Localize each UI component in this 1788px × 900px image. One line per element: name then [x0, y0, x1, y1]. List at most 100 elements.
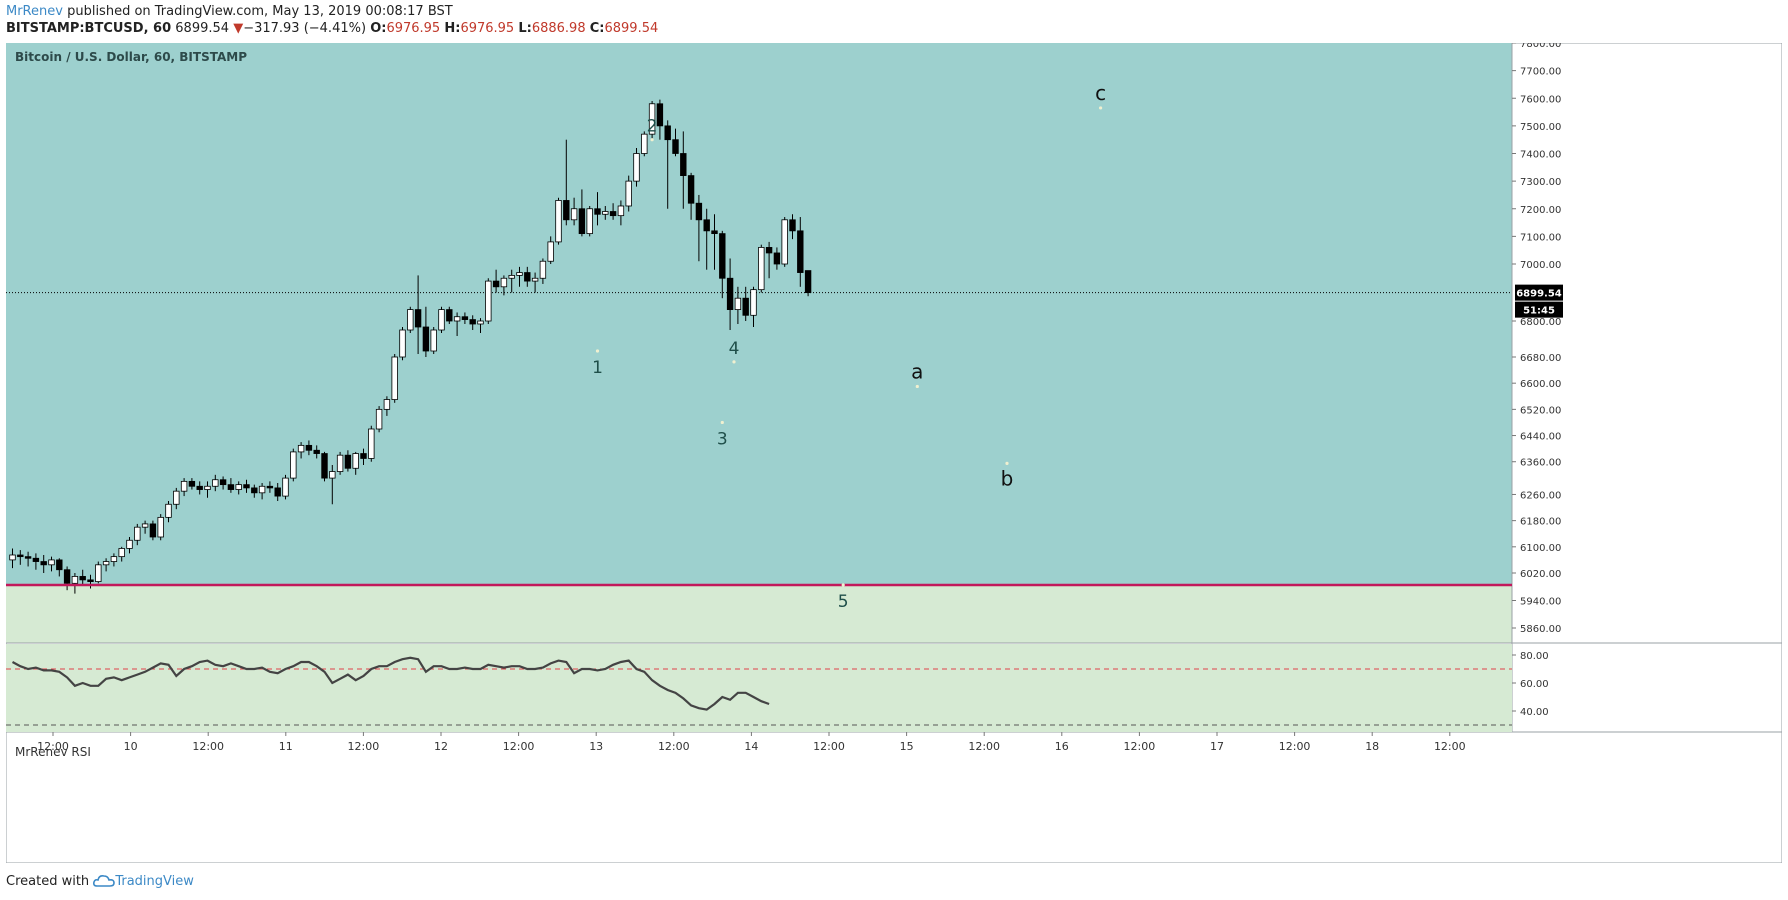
candle-body [492, 280, 500, 288]
candle-body [407, 309, 414, 331]
price-tick-label: 7300.00 [1520, 177, 1561, 188]
candle-body [243, 484, 250, 489]
price-tick-label: 7800.00 [1520, 43, 1561, 50]
candle-body [485, 280, 492, 322]
candle-body [508, 274, 515, 279]
publish-info: MrRenev published on TradingView.com, Ma… [6, 4, 453, 19]
candle-body [219, 479, 227, 486]
main-pane[interactable]: 1 2 3 4 5 a b c [6, 43, 1782, 733]
wave-label: 1 [592, 358, 603, 378]
candle-body [641, 133, 648, 154]
price-tick-label: 6100.00 [1520, 543, 1561, 554]
candle-body [282, 477, 289, 497]
time-tick-label: 12 [434, 740, 448, 753]
time-axis[interactable]: 12:00 10 12:00 11 12:00 12 12:00 13 12:00 14 12:00… [37, 732, 1466, 753]
candle-body [383, 399, 391, 410]
price-tick-label: 5860.00 [1520, 624, 1561, 635]
time-tick-label: 12:00 [658, 740, 690, 753]
candle-body [461, 316, 469, 320]
current-price-label: 6899.54 [1516, 289, 1562, 300]
candle-body [687, 175, 695, 204]
rsi-tick-label: 80.00 [1520, 651, 1549, 662]
candle-body [797, 230, 804, 273]
candle-body [539, 260, 547, 279]
price-tick-label: 6520.00 [1520, 405, 1561, 416]
high-value: 6976.95 [460, 21, 515, 36]
price-tick-label: 6600.00 [1520, 379, 1561, 390]
candle-body [422, 326, 430, 352]
candle-body [477, 320, 484, 325]
symbol-info: BITSTAMP:BTCUSD, 60 6899.54 ▼−317.93 (−4… [6, 21, 658, 36]
candle-body [329, 471, 336, 479]
countdown-badge [1515, 301, 1563, 318]
candle-body [165, 503, 172, 518]
time-tick-label: 12:00 [37, 740, 69, 753]
rsi-pane[interactable] [6, 644, 1512, 732]
candle-body [773, 252, 781, 265]
wave-point [650, 138, 654, 142]
price-tick-label: 6800.00 [1520, 317, 1561, 328]
candle-body [368, 428, 375, 459]
created-with-text: Created with [6, 874, 90, 889]
time-tick-label: 13 [589, 740, 603, 753]
candle-body [235, 484, 242, 490]
lower-zone [6, 585, 1512, 643]
price-tick-label: 6680.00 [1520, 353, 1561, 364]
candle-body [102, 561, 110, 566]
open-value: 6976.95 [386, 21, 441, 36]
symbol-name: BITSTAMP:BTCUSD, 60 [6, 21, 172, 36]
time-tick-label: 15 [900, 740, 914, 753]
candle-body [157, 516, 164, 538]
countdown-label: 51:45 [1523, 306, 1555, 317]
candle-body [204, 485, 211, 490]
price-tick-label: 6180.00 [1520, 517, 1561, 528]
rsi-tick-label: 40.00 [1520, 707, 1549, 718]
candle-body [375, 408, 383, 430]
candle-body [453, 316, 461, 322]
candle-body [48, 559, 55, 566]
candle-body [781, 219, 788, 265]
time-tick-label: 12:00 [1279, 740, 1311, 753]
candle-body [656, 103, 664, 127]
candle-body [196, 485, 203, 490]
author-link[interactable]: MrRenev [6, 4, 63, 19]
time-tick-label: 12:00 [813, 740, 845, 753]
wave-label: c [1095, 81, 1106, 105]
time-tick-label: 12:00 [1434, 740, 1466, 753]
candle-body [570, 208, 578, 221]
rsi-tick-label: 60.00 [1520, 679, 1549, 690]
candle-body [804, 270, 812, 294]
low-value: 6886.98 [531, 21, 586, 36]
time-tick-label: 12:00 [348, 740, 380, 753]
rsi-name: MrRenev RSI [15, 745, 91, 759]
wave-point [841, 583, 845, 587]
wave-point [1005, 461, 1009, 465]
candle-body [594, 208, 601, 215]
candle-body [633, 153, 640, 182]
candle-body [711, 230, 718, 235]
down-arrow-icon: ▼ [233, 21, 244, 36]
candle-body [118, 548, 125, 558]
candle-body [399, 329, 406, 358]
last-price: 6899.54 [175, 21, 230, 36]
candle-body [414, 309, 422, 328]
price-axis[interactable]: 7800.00 7700.00 7600.00 7500.00 7400.00 7300.… [1512, 43, 1563, 718]
candle-body [87, 579, 94, 582]
published-text: published on TradingView.com, May 13, 20… [62, 4, 453, 19]
candle-body [531, 277, 539, 282]
candle-body [469, 319, 476, 325]
candle-body [391, 356, 398, 400]
candle-body [305, 444, 313, 451]
candle-body [258, 485, 266, 494]
wave-point [1099, 106, 1103, 110]
candle-body [430, 329, 437, 352]
candle-body [266, 485, 274, 489]
wave-label: b [1001, 466, 1014, 490]
candle-body [516, 272, 523, 276]
rsi-background [6, 644, 1512, 732]
tradingview-link[interactable]: TradingView [115, 874, 194, 889]
candle-body [742, 297, 749, 316]
candle-body [586, 208, 593, 235]
candle-body [321, 453, 328, 479]
